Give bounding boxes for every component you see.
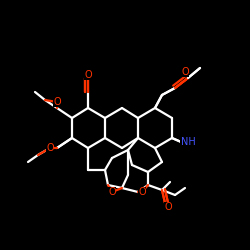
Text: O: O [53,97,61,107]
Text: O: O [138,187,146,197]
Text: NH: NH [180,137,196,147]
Text: O: O [164,202,172,212]
Text: O: O [84,70,92,80]
Text: O: O [46,143,54,153]
Text: O: O [108,187,116,197]
Text: O: O [181,67,189,77]
